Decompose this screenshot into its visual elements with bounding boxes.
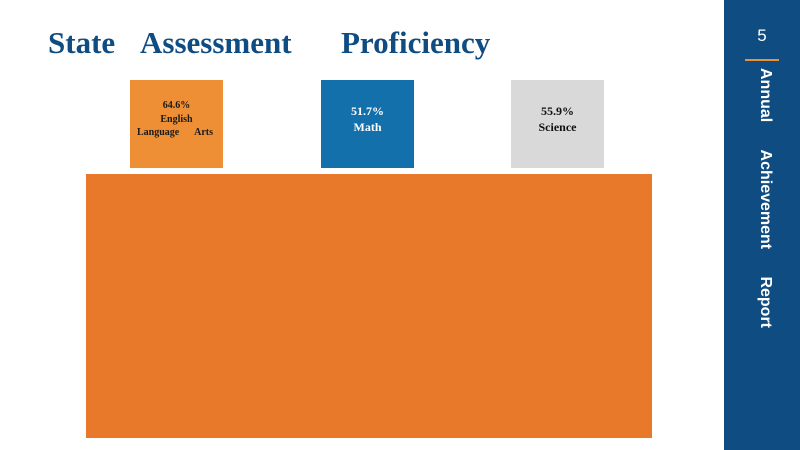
report-title-word-report: Report (757, 276, 774, 328)
ela-subject-word-arts: Arts (194, 127, 213, 138)
report-title-word-achievement: Achievement (757, 149, 774, 250)
page-number: 5 (757, 26, 767, 45)
math-card: 51.7% Math (321, 80, 414, 168)
ela-percent: 64.6% (162, 100, 191, 111)
ela-subject-line1: English (160, 113, 193, 125)
title-state: State (48, 25, 116, 60)
math-percent: 51.7% (351, 104, 384, 118)
science-subject: Science (538, 120, 577, 135)
orange-content-block (86, 174, 652, 438)
report-title: Annual Achievement Report (756, 68, 774, 328)
title-assessment: Assessment (140, 25, 292, 60)
ela-card: 64.6% English Language Arts (130, 80, 223, 168)
sidebar: 5 Annual Achievement Report (724, 0, 800, 450)
title-proficiency: Proficiency (341, 25, 491, 60)
ela-subject-line2: Language Arts (130, 126, 223, 140)
science-percent: 55.9% (541, 104, 574, 118)
ela-subject-word-language: Language (137, 127, 180, 138)
page-number-underline (745, 59, 779, 61)
math-subject: Math (353, 120, 382, 135)
science-card: 55.9% Science (511, 80, 604, 168)
report-title-word-annual: Annual (757, 68, 774, 123)
